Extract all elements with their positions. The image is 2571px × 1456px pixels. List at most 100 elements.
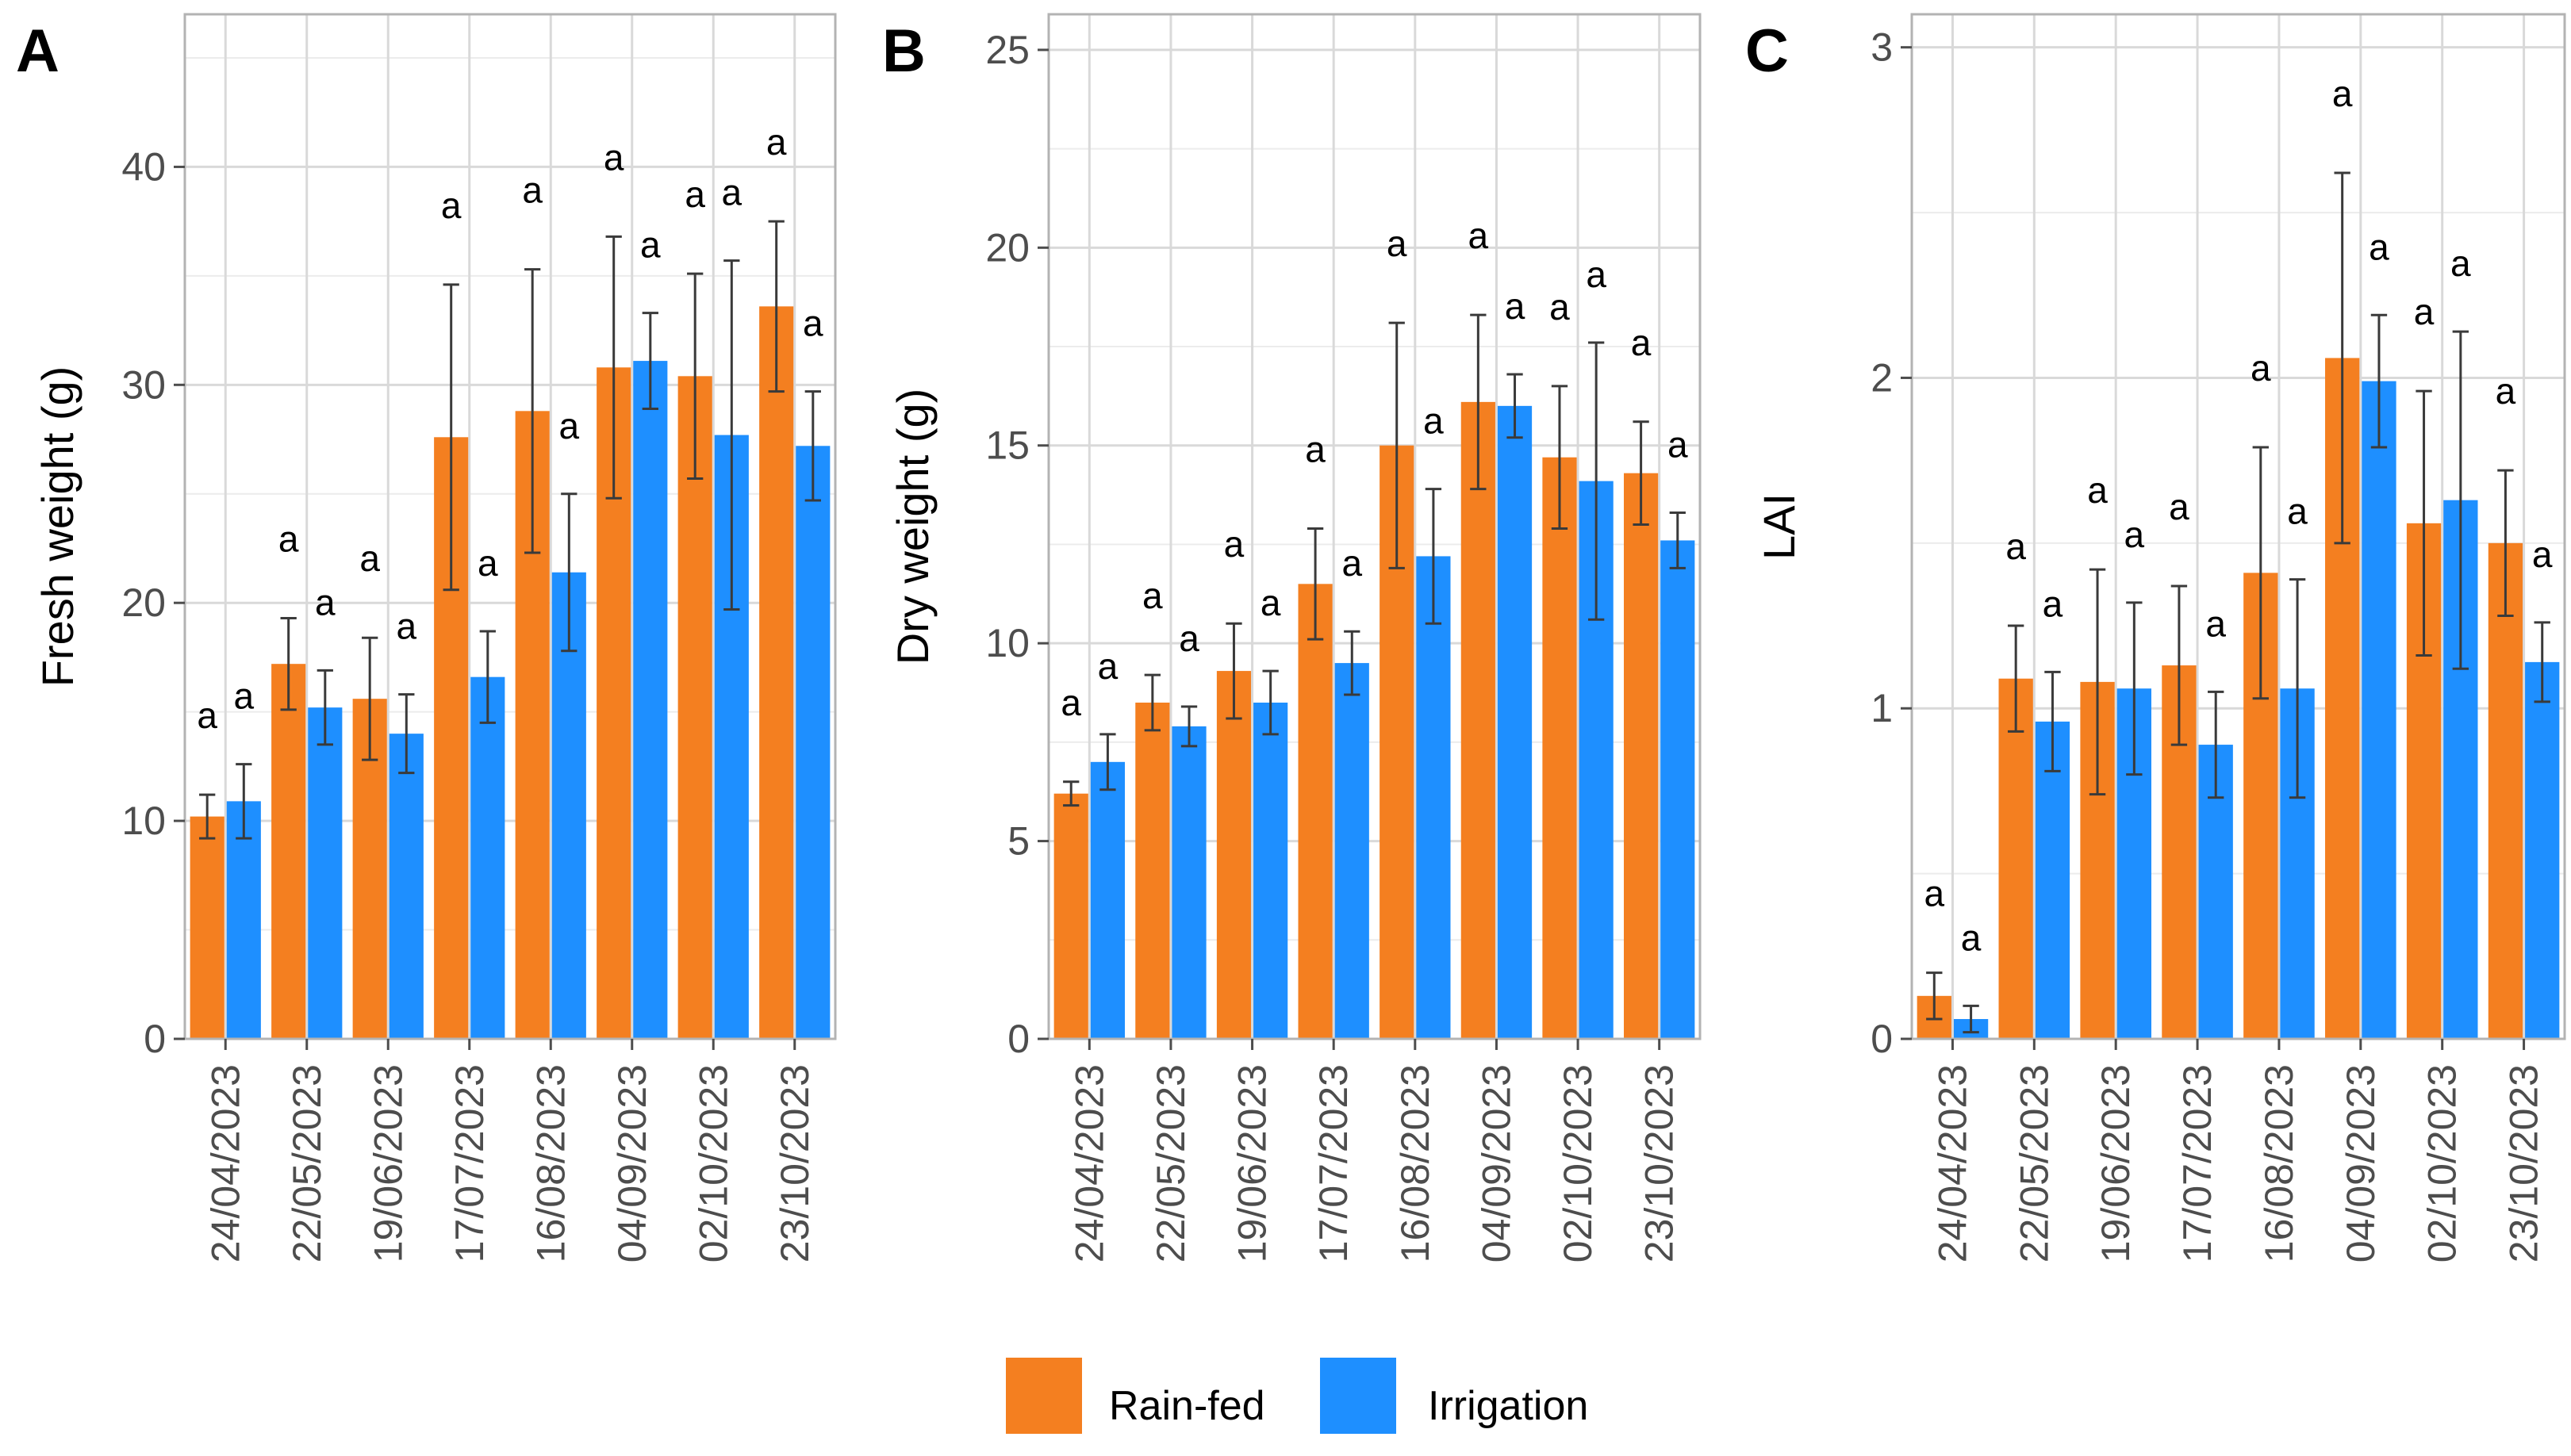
lai-sig-label-rainfed: a bbox=[2087, 469, 2108, 511]
fresh-weight-y-tick-label: 30 bbox=[121, 362, 166, 407]
lai-y-tick-label: 3 bbox=[1871, 25, 1893, 70]
lai-x-tick-label: 17/07/2023 bbox=[2175, 1064, 2220, 1263]
lai-y-tick-label: 2 bbox=[1871, 355, 1893, 400]
dry-weight-x-tick-label: 17/07/2023 bbox=[1311, 1064, 1356, 1263]
lai-sig-label-rainfed: a bbox=[2005, 526, 2026, 567]
fresh-weight-x-tick-label: 22/05/2023 bbox=[285, 1064, 329, 1263]
dry-weight-bar-rainfed bbox=[1460, 401, 1495, 1039]
fresh-weight-y-tick-label: 40 bbox=[121, 144, 166, 189]
panel-letter-c: C bbox=[1745, 17, 1789, 85]
lai-x-tick-label: 22/05/2023 bbox=[2012, 1064, 2056, 1263]
fresh-weight-bar-rainfed bbox=[759, 306, 794, 1040]
dry-weight-y-tick-label: 15 bbox=[985, 423, 1030, 468]
legend-swatch-irrigation bbox=[1320, 1358, 1396, 1434]
dry-weight-sig-label-rainfed: a bbox=[1061, 682, 1081, 723]
dry-weight-sig-label-rainfed: a bbox=[1305, 428, 1326, 469]
lai-sig-label-rainfed: a bbox=[2414, 291, 2435, 332]
dry-weight-bar-irrigation bbox=[1660, 540, 1695, 1039]
dry-weight-sig-label-rainfed: a bbox=[1387, 223, 1407, 264]
fresh-weight-sig-label-rainfed: a bbox=[441, 185, 462, 226]
dry-weight-x-tick-label: 23/10/2023 bbox=[1637, 1064, 1682, 1263]
fresh-weight-bar-irrigation bbox=[226, 801, 261, 1039]
fresh-weight-x-tick-label: 16/08/2023 bbox=[528, 1064, 573, 1263]
panel-letter-b: B bbox=[882, 17, 926, 85]
dry-weight-bar-rainfed bbox=[1135, 702, 1170, 1039]
fresh-weight-y-tick-label: 20 bbox=[121, 580, 166, 625]
fresh-weight-sig-label-irrigation: a bbox=[397, 606, 417, 647]
lai-bar-rainfed bbox=[1998, 678, 2033, 1039]
lai-sig-label-irrigation: a bbox=[2205, 603, 2226, 644]
lai-sig-label-rainfed: a bbox=[2496, 370, 2516, 412]
dry-weight-sig-label-irrigation: a bbox=[1667, 424, 1688, 466]
lai-bar-irrigation bbox=[2525, 661, 2560, 1039]
lai-y-tick-label: 1 bbox=[1871, 686, 1893, 730]
fresh-weight-bar-rainfed bbox=[677, 376, 712, 1040]
dry-weight-sig-label-rainfed: a bbox=[1631, 322, 1652, 363]
lai-x-tick-label: 04/09/2023 bbox=[2339, 1064, 2383, 1263]
dry-weight-y-tick-label: 10 bbox=[985, 621, 1030, 665]
dry-weight-bar-rainfed bbox=[1624, 473, 1659, 1039]
legend-label-irrigation: Irrigation bbox=[1428, 1383, 1588, 1429]
lai-x-tick-label: 16/08/2023 bbox=[2257, 1064, 2301, 1263]
fresh-weight-sig-label-irrigation: a bbox=[722, 172, 743, 213]
fresh-weight-sig-label-irrigation: a bbox=[315, 581, 336, 623]
fresh-weight-bar-irrigation bbox=[389, 734, 424, 1039]
lai-y-tick-label: 0 bbox=[1871, 1017, 1893, 1061]
lai-bar-rainfed bbox=[2488, 542, 2523, 1039]
lai-bar-irrigation bbox=[2362, 381, 2396, 1039]
fresh-weight-x-tick-label: 17/07/2023 bbox=[447, 1064, 492, 1263]
legend-label-rainfed: Rain-fed bbox=[1109, 1383, 1265, 1429]
fresh-weight-y-axis-title: Fresh weight (g) bbox=[33, 366, 83, 688]
lai-y-axis-title: LAI bbox=[1754, 493, 1804, 560]
lai-sig-label-rainfed: a bbox=[2332, 73, 2353, 114]
dry-weight-sig-label-irrigation: a bbox=[1341, 542, 1362, 584]
dry-weight-y-tick-label: 0 bbox=[1007, 1017, 1030, 1061]
fresh-weight-sig-label-irrigation: a bbox=[803, 303, 823, 344]
fresh-weight-bar-irrigation bbox=[308, 707, 343, 1039]
legend: Rain-fed Irrigation bbox=[1006, 1358, 1588, 1434]
fresh-weight-sig-label-irrigation: a bbox=[478, 542, 498, 584]
dry-weight-sig-label-rainfed: a bbox=[1468, 215, 1489, 256]
dry-weight-bar-irrigation bbox=[1497, 405, 1533, 1039]
lai-sig-label-irrigation: a bbox=[2450, 243, 2471, 284]
fresh-weight-sig-label-rainfed: a bbox=[685, 174, 705, 215]
fresh-weight-x-tick-label: 02/10/2023 bbox=[691, 1064, 735, 1263]
dry-weight-bar-irrigation bbox=[1416, 556, 1451, 1039]
fresh-weight-x-tick-label: 19/06/2023 bbox=[366, 1064, 410, 1263]
fresh-weight-sig-label-irrigation: a bbox=[640, 224, 661, 266]
lai-panel-border bbox=[1910, 13, 2566, 1040]
lai-sig-label-irrigation: a bbox=[2287, 491, 2308, 532]
dry-weight-x-tick-label: 16/08/2023 bbox=[1393, 1064, 1437, 1263]
lai-x-tick-label: 24/04/2023 bbox=[1930, 1064, 1974, 1263]
fresh-weight-sig-label-irrigation: a bbox=[234, 676, 255, 717]
dry-weight-bar-irrigation bbox=[1172, 726, 1207, 1039]
fresh-weight-sig-label-rainfed: a bbox=[766, 121, 787, 163]
lai-sig-label-rainfed: a bbox=[2169, 486, 2189, 527]
dry-weight-sig-label-irrigation: a bbox=[1423, 400, 1444, 442]
fresh-weight-sig-label-rainfed: a bbox=[359, 538, 380, 579]
fresh-weight-sig-label-rainfed: a bbox=[278, 518, 299, 559]
fresh-weight-y-tick-label: 0 bbox=[144, 1017, 166, 1061]
fresh-weight-bar-irrigation bbox=[470, 676, 505, 1039]
lai-sig-label-irrigation: a bbox=[2532, 534, 2553, 575]
lai-sig-label-irrigation: a bbox=[2043, 583, 2063, 624]
lai-sig-label-rainfed: a bbox=[1924, 873, 1944, 914]
fresh-weight-sig-label-irrigation: a bbox=[559, 405, 580, 446]
lai-x-tick-label: 19/06/2023 bbox=[2093, 1064, 2138, 1263]
dry-weight-sig-label-irrigation: a bbox=[1098, 646, 1119, 687]
fresh-weight-y-tick-label: 10 bbox=[121, 799, 166, 843]
dry-weight-y-tick-label: 5 bbox=[1007, 819, 1030, 864]
lai-x-tick-label: 02/10/2023 bbox=[2420, 1064, 2465, 1263]
dry-weight-sig-label-rainfed: a bbox=[1142, 575, 1163, 616]
lai-x-tick-label: 23/10/2023 bbox=[2502, 1064, 2546, 1263]
dry-weight-sig-label-irrigation: a bbox=[1505, 285, 1525, 327]
dry-weight-sig-label-rainfed: a bbox=[1549, 286, 1570, 328]
dry-weight-y-tick-label: 20 bbox=[985, 225, 1030, 270]
dry-weight-x-tick-label: 24/04/2023 bbox=[1067, 1064, 1111, 1263]
lai-sig-label-irrigation: a bbox=[2124, 514, 2145, 555]
dry-weight-bar-irrigation bbox=[1090, 761, 1125, 1039]
